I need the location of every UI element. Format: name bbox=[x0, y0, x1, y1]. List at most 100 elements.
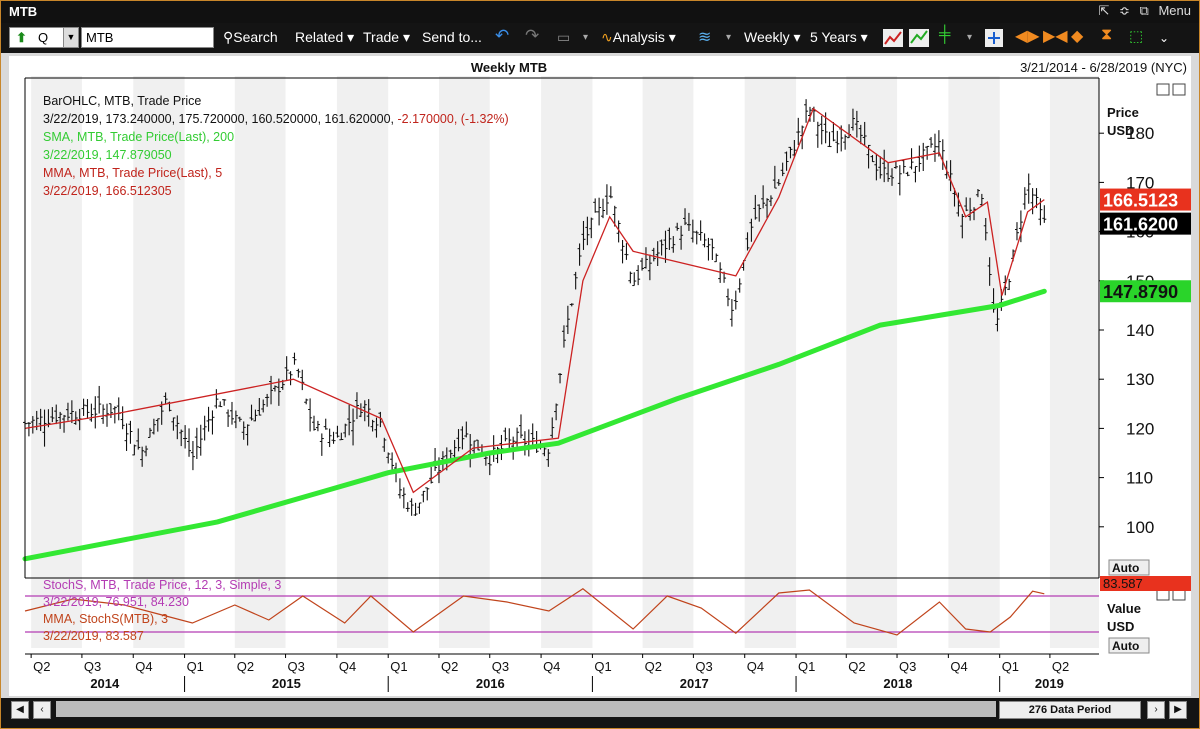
quarter-label: Q1 bbox=[594, 659, 611, 674]
quarter-band bbox=[234, 76, 286, 648]
horizontal-scrollbar[interactable] bbox=[56, 701, 996, 717]
stoch-legend: StochS, MTB, Trade Price, 12, 3, Simple,… bbox=[43, 577, 281, 645]
security-dropdown-button[interactable]: ▼ bbox=[63, 27, 79, 48]
scroll-next-button[interactable]: › bbox=[1147, 701, 1165, 719]
date-range: 3/21/2014 - 6/28/2019 (NYC) bbox=[1020, 60, 1187, 75]
last-price-badge-bg bbox=[1100, 212, 1191, 235]
select-icon[interactable]: ⬚ bbox=[1129, 28, 1144, 45]
scroll-prev-button[interactable]: ‹ bbox=[33, 701, 51, 719]
quarter-band bbox=[948, 76, 1000, 648]
quarter-label: Q3 bbox=[695, 659, 712, 674]
quarter-label: Q3 bbox=[288, 659, 305, 674]
search-button[interactable]: ⚲Search bbox=[223, 29, 278, 45]
menu-button[interactable]: Menu bbox=[1158, 3, 1191, 18]
legend-sma-value: 3/22/2019, 147.879050 bbox=[43, 148, 172, 162]
zoom-vertical-icon[interactable]: ◆ bbox=[1071, 28, 1084, 45]
auto-scale-button bbox=[1108, 559, 1150, 576]
quarter-label: Q4 bbox=[950, 659, 967, 674]
quarter-label: Q3 bbox=[84, 659, 101, 674]
more-icon[interactable]: ⌄ bbox=[1159, 31, 1170, 45]
year-label: 2014 bbox=[90, 676, 120, 691]
window-title: MTB bbox=[9, 4, 38, 19]
quarter-label: Q2 bbox=[33, 659, 50, 674]
data-period-select[interactable]: 276 Data Period bbox=[999, 701, 1141, 719]
legend-stoch-mma-name: MMA, StochS(MTB), 3 bbox=[43, 612, 169, 626]
quarter-band bbox=[438, 76, 490, 648]
folder-dropdown-icon[interactable]: ▾ bbox=[583, 32, 589, 43]
quarter-label: Q2 bbox=[1052, 659, 1069, 674]
price-axis-unit: USD bbox=[1107, 123, 1134, 138]
legend-sma-name: SMA, MTB, Trade Price(Last), 200 bbox=[43, 130, 235, 144]
studies-icon[interactable]: ≋ bbox=[698, 29, 712, 46]
year-label: 2017 bbox=[680, 676, 709, 691]
year-label: 2016 bbox=[476, 676, 505, 691]
undo-icon[interactable]: ↶ bbox=[495, 26, 510, 45]
price-tick-label: 110 bbox=[1126, 469, 1153, 488]
quarter-band bbox=[336, 76, 389, 648]
period-select[interactable]: Weekly ▾ bbox=[744, 29, 801, 45]
stoch-badge: 83.587 bbox=[1103, 576, 1143, 591]
price-chart-svg[interactable]: 100110120130140150160170180PriceUSDValue… bbox=[9, 56, 1191, 696]
quarter-label: Q4 bbox=[135, 659, 152, 674]
legend-stoch-name: StochS, MTB, Trade Price, 12, 3, Simple,… bbox=[43, 578, 282, 592]
price-tick-label: 140 bbox=[1126, 321, 1154, 340]
sma-line bbox=[22, 288, 1047, 562]
scroll-left-icon[interactable]: ◀▶ bbox=[1015, 28, 1040, 45]
sma-badge-bg bbox=[1100, 280, 1191, 303]
add-chart-icon[interactable] bbox=[985, 29, 1003, 50]
analysis-menu[interactable]: ∿Analysis ▾ bbox=[601, 29, 676, 45]
scroll-first-button[interactable]: ◀ bbox=[11, 701, 29, 719]
draw-icon[interactable] bbox=[909, 29, 929, 50]
scroll-last-button[interactable]: ▶ bbox=[1169, 701, 1187, 719]
crosshair-icon[interactable]: ╪ bbox=[939, 26, 951, 43]
compress-icon[interactable]: ▶◀ bbox=[1043, 28, 1068, 45]
auto-scale-button-2 bbox=[1108, 637, 1150, 654]
security-type: Q bbox=[38, 30, 49, 45]
folder-icon[interactable]: ▭ bbox=[557, 29, 571, 45]
mma-badge: 166.5123 bbox=[1103, 191, 1178, 211]
legend-mma-value: 3/22/2019, 166.512305 bbox=[43, 184, 172, 198]
stoch-badge-bg bbox=[1100, 576, 1191, 591]
studies-dropdown-icon[interactable]: ▾ bbox=[726, 32, 732, 43]
analysis-icon: ∿ bbox=[601, 29, 613, 45]
quarter-label: Q1 bbox=[187, 659, 204, 674]
value-axis-label: Value bbox=[1107, 601, 1141, 616]
quarter-label: Q2 bbox=[848, 659, 865, 674]
auto-label-2: Auto bbox=[1112, 639, 1139, 653]
zoom-icon[interactable]: ⧗ bbox=[1101, 26, 1113, 43]
year-label: 2015 bbox=[272, 676, 301, 691]
legend-mma-name: MMA, MTB, Trade Price(Last), 5 bbox=[43, 166, 223, 180]
quarter-label: Q1 bbox=[1002, 659, 1019, 674]
mma-line bbox=[24, 107, 1045, 494]
related-menu[interactable]: Related ▾ bbox=[295, 29, 355, 45]
chart-type-icon[interactable] bbox=[883, 29, 903, 50]
quarter-label: Q3 bbox=[492, 659, 509, 674]
window-controls: ⇱ ≎ ⧉ Menu bbox=[1092, 3, 1191, 19]
last-price-badge: 161.6200 bbox=[1103, 215, 1178, 235]
price-tick-label: 120 bbox=[1126, 419, 1154, 438]
quarter-label: Q1 bbox=[390, 659, 407, 674]
quarter-label: Q2 bbox=[441, 659, 458, 674]
year-label: 2018 bbox=[883, 676, 912, 691]
price-tick-label: 180 bbox=[1126, 124, 1154, 143]
chart-title: Weekly MTB bbox=[470, 60, 548, 75]
ticker-input[interactable]: MTB bbox=[81, 27, 214, 48]
range-select[interactable]: 5 Years ▾ bbox=[810, 29, 868, 45]
send-to-menu[interactable]: Send to... bbox=[422, 29, 482, 45]
quarter-label: Q4 bbox=[543, 659, 560, 674]
redo-icon[interactable]: ↷ bbox=[525, 26, 540, 45]
quarter-label: Q4 bbox=[339, 659, 356, 674]
crosshair-dropdown-icon[interactable]: ▾ bbox=[967, 32, 973, 43]
quarter-label: Q2 bbox=[237, 659, 254, 674]
title-bar: MTB ⇱ ≎ ⧉ Menu bbox=[1, 1, 1199, 23]
quarter-band bbox=[133, 76, 185, 648]
auto-label: Auto bbox=[1112, 561, 1139, 575]
quarter-band bbox=[642, 76, 694, 648]
chevron-icon[interactable]: ≎ bbox=[1119, 3, 1130, 18]
trade-menu[interactable]: Trade ▾ bbox=[363, 29, 410, 45]
pin-icon[interactable]: ⇱ bbox=[1098, 3, 1110, 18]
legend-bar-change: -2.170000, (-1.32%) bbox=[397, 112, 509, 126]
quarter-label: Q4 bbox=[747, 659, 764, 674]
window-icon[interactable]: ⧉ bbox=[1139, 3, 1149, 18]
quarter-label: Q2 bbox=[645, 659, 662, 674]
